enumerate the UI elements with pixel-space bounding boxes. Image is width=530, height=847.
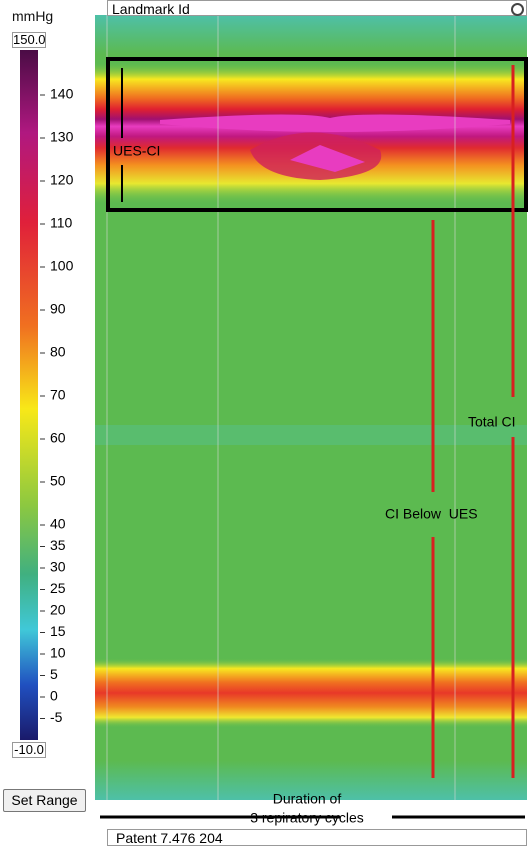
tick-label: 110: [50, 215, 73, 231]
tick-label: 90: [50, 301, 66, 317]
tick-label: 35: [50, 537, 66, 553]
tick-label: 25: [50, 580, 66, 596]
tick-label: 100: [50, 258, 74, 274]
tick-label: 5: [50, 666, 58, 682]
annotation: Duration of: [273, 791, 342, 807]
pressure-blob: [290, 145, 365, 172]
cyan-stripe: [95, 425, 527, 445]
set-range-button[interactable]: Set Range: [3, 789, 86, 812]
tick-label: 80: [50, 344, 66, 360]
tick-label: 140: [50, 86, 74, 102]
annotation: 3 repiratory cycles: [250, 810, 364, 826]
tick-label: 50: [50, 473, 66, 489]
tick-label: 40: [50, 516, 66, 532]
tick-label: 15: [50, 623, 66, 639]
annotation: UES-CI: [113, 143, 160, 159]
header-title: Landmark Id: [112, 1, 190, 17]
settings-icon[interactable]: [511, 3, 524, 16]
unit-label: mmHg: [12, 8, 54, 24]
annotation: CI Below UES: [385, 506, 478, 522]
tick-label: 0: [50, 688, 58, 704]
color-scale: [20, 50, 38, 740]
tick-label: 30: [50, 559, 66, 575]
tick-label: 20: [50, 602, 66, 618]
tick-label: 10: [50, 645, 66, 661]
annotation: Total CI: [468, 414, 515, 430]
tick-label: -5: [50, 709, 63, 725]
highlight-box: [106, 57, 528, 212]
tick-label: 70: [50, 387, 66, 403]
tick-label: 120: [50, 172, 74, 188]
les-band: [95, 658, 527, 728]
footer: Patent 7.476 204: [107, 829, 527, 846]
tick-label: 60: [50, 430, 66, 446]
landmark-header: Landmark Id: [107, 0, 527, 17]
min-input[interactable]: -10.0: [12, 742, 46, 758]
max-input[interactable]: 150.0: [12, 32, 46, 48]
pressure-blob: [160, 114, 510, 132]
tick-label: 130: [50, 129, 74, 145]
